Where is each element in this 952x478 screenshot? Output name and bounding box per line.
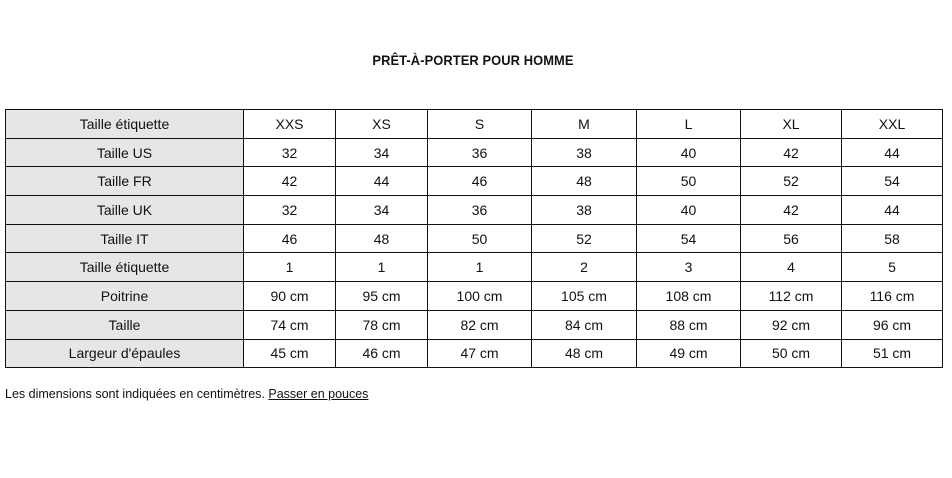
table-cell: 54 (841, 166, 943, 197)
table-row: Taille US 32 34 36 38 40 42 44 (5, 137, 943, 168)
table-row: Poitrine 90 cm 95 cm 100 cm 105 cm 108 cm 112 … (5, 281, 943, 311)
table-cell: XL (740, 109, 842, 139)
table-cell: 50 cm (740, 338, 842, 369)
table-cell: 82 cm (427, 309, 532, 340)
units-note-text: Les dimensions sont indiquées en centimè… (5, 387, 265, 401)
table-cell: 78 cm (335, 309, 428, 340)
page-title: PRÊT-À-PORTER POUR HOMME (372, 52, 574, 68)
row-header: Taille étiquette (5, 252, 244, 283)
table-cell: 49 cm (636, 338, 741, 369)
table-cell: 44 (841, 137, 943, 168)
table-cell: 1 (243, 252, 336, 283)
table-row: Taille IT 46 48 50 52 54 56 58 (5, 223, 943, 254)
table-cell: 42 (740, 137, 842, 168)
table-cell: 47 cm (427, 338, 532, 369)
row-header: Taille étiquette (5, 109, 244, 139)
table-cell: 51 cm (841, 338, 943, 369)
table-cell: 58 (841, 223, 943, 254)
table-cell: 34 (335, 137, 428, 168)
table-cell: 74 cm (243, 309, 336, 340)
table-cell: 4 (740, 252, 842, 283)
table-cell: 88 cm (636, 309, 741, 340)
table-cell: 48 cm (531, 338, 637, 369)
table-cell: 95 cm (335, 281, 428, 311)
table-cell: 96 cm (841, 309, 943, 340)
table-cell: 2 (531, 252, 637, 283)
table-cell: 42 (740, 195, 842, 225)
table-cell: 32 (243, 137, 336, 168)
row-header: Taille FR (5, 166, 244, 197)
table-cell: 42 (243, 166, 336, 197)
table-row: Taille 74 cm 78 cm 82 cm 84 cm 88 cm 92 cm 96 c… (5, 309, 943, 340)
table-cell: 84 cm (531, 309, 637, 340)
table-row: Taille FR 42 44 46 48 50 52 54 (5, 166, 943, 197)
table-cell: 105 cm (531, 281, 637, 311)
table-cell: 44 (841, 195, 943, 225)
table-cell: 112 cm (740, 281, 842, 311)
table-cell: 52 (740, 166, 842, 197)
table-cell: 48 (531, 166, 637, 197)
table-cell: 44 (335, 166, 428, 197)
table-cell: 34 (335, 195, 428, 225)
table-cell: XS (335, 109, 428, 139)
table-cell: 46 cm (335, 338, 428, 369)
table-cell: 56 (740, 223, 842, 254)
table-cell: 40 (636, 137, 741, 168)
row-header: Taille UK (5, 195, 244, 225)
table-cell: 108 cm (636, 281, 741, 311)
table-cell: XXL (841, 109, 943, 139)
table-cell: 52 (531, 223, 637, 254)
row-header: Poitrine (5, 281, 244, 311)
table-cell: L (636, 109, 741, 139)
table-row: Taille étiquette 1 1 1 2 3 4 5 (5, 252, 943, 283)
table-cell: 1 (335, 252, 428, 283)
table-cell: M (531, 109, 637, 139)
table-cell: 45 cm (243, 338, 336, 369)
size-chart-table: Taille étiquette XXS XS S M L XL XXL Taille US 32… (5, 109, 943, 369)
table-row: Taille étiquette XXS XS S M L XL XXL (5, 109, 943, 139)
table-cell: 38 (531, 137, 637, 168)
table-cell: 38 (531, 195, 637, 225)
table-cell: 36 (427, 195, 532, 225)
table-cell: 1 (427, 252, 532, 283)
table-cell: 46 (243, 223, 336, 254)
table-row: Largeur d'épaules 45 cm 46 cm 47 cm 48 cm 49 … (5, 338, 943, 369)
table-cell: 48 (335, 223, 428, 254)
row-header: Taille IT (5, 223, 244, 254)
table-cell: 90 cm (243, 281, 336, 311)
table-cell: 36 (427, 137, 532, 168)
table-cell: 5 (841, 252, 943, 283)
row-header: Largeur d'épaules (5, 338, 244, 369)
row-header: Taille US (5, 137, 244, 168)
table-cell: 116 cm (841, 281, 943, 311)
table-cell: S (427, 109, 532, 139)
table-row: Taille UK 32 34 36 38 40 42 44 (5, 195, 943, 225)
table-cell: XXS (243, 109, 336, 139)
table-cell: 50 (636, 166, 741, 197)
table-cell: 54 (636, 223, 741, 254)
switch-to-inches-link[interactable]: Passer en pouces (268, 387, 369, 401)
row-header: Taille (5, 309, 244, 340)
table-cell: 32 (243, 195, 336, 225)
table-cell: 46 (427, 166, 532, 197)
table-cell: 92 cm (740, 309, 842, 340)
table-cell: 3 (636, 252, 741, 283)
table-cell: 50 (427, 223, 532, 254)
table-cell: 40 (636, 195, 741, 225)
units-note: Les dimensions sont indiquées en centimè… (5, 387, 368, 401)
table-cell: 100 cm (427, 281, 532, 311)
